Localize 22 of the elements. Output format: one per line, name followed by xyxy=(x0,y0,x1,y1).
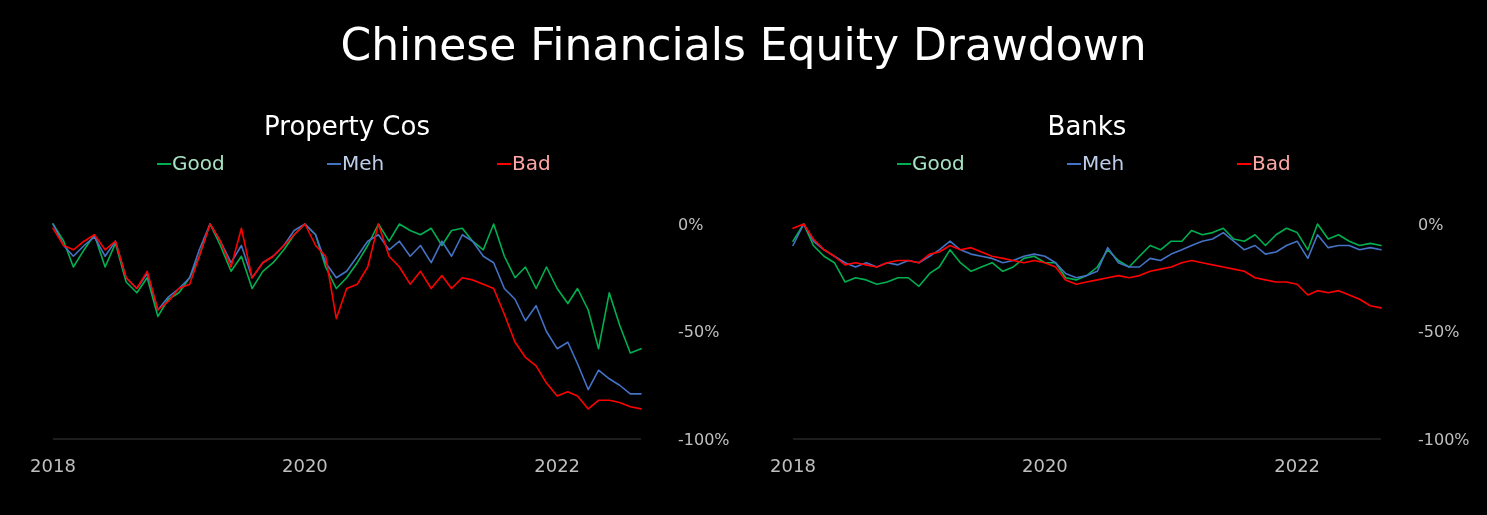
y-tick-label: 0% xyxy=(678,214,704,234)
legend-label: Good xyxy=(172,151,225,175)
line-series xyxy=(792,223,1382,309)
y-tick-label: -50% xyxy=(678,322,720,342)
y-tick-label: -100% xyxy=(678,429,730,449)
x-tick-label: 2018 xyxy=(770,455,816,476)
legend-label: Bad xyxy=(512,151,551,175)
x-tick-label: 2020 xyxy=(282,455,328,476)
x-tick-label: 2018 xyxy=(30,455,76,476)
text: Chinese Financials Equity Drawdown xyxy=(340,19,1147,70)
x-tick-label: 2020 xyxy=(1022,455,1068,476)
legend-label: Meh xyxy=(342,151,385,175)
chart-title: Banks xyxy=(1047,111,1127,141)
legend-label: Meh xyxy=(1082,151,1125,175)
x-tick-label: 2022 xyxy=(534,455,581,476)
y-tick-label: -50% xyxy=(1418,322,1460,342)
y-tick-label: -100% xyxy=(1418,429,1470,449)
legend-label: Good xyxy=(912,151,965,175)
x-tick-label: 2022 xyxy=(1274,455,1321,476)
legend-label: Bad xyxy=(1252,151,1291,175)
y-tick-label: 0% xyxy=(1418,214,1444,234)
chart-title: Property Cos xyxy=(264,111,430,141)
